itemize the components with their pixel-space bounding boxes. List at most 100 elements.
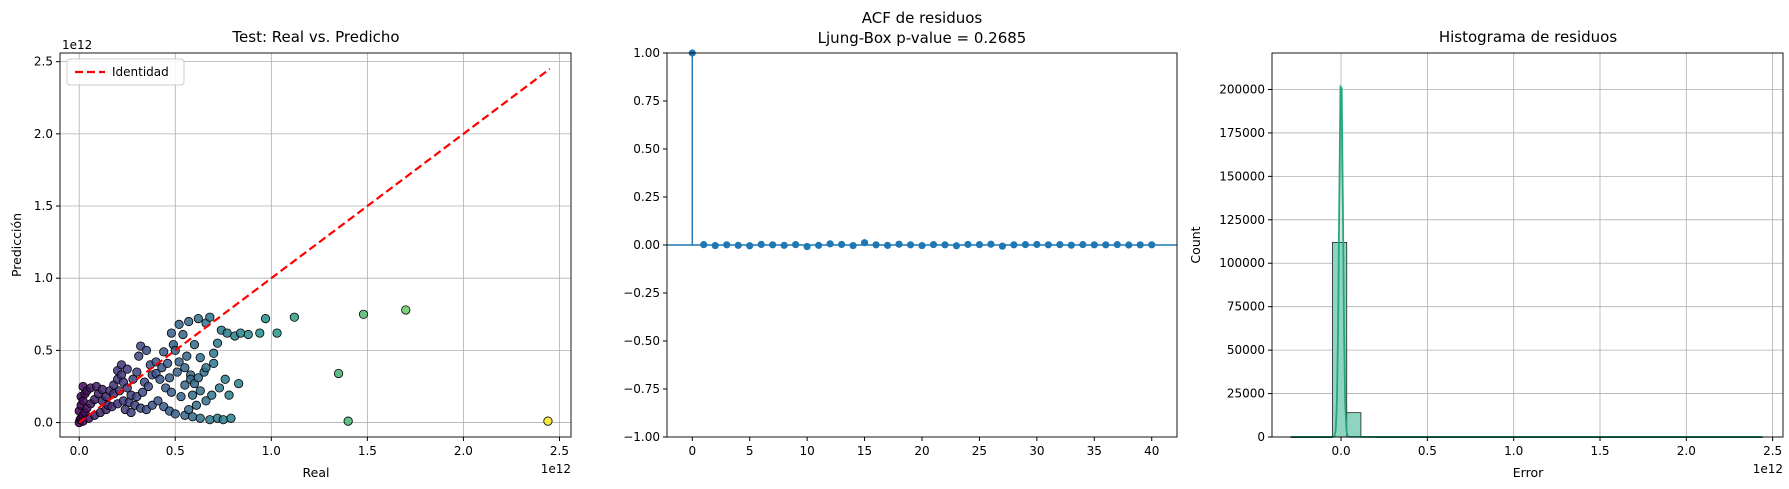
acf-xtick-label: 5: [746, 444, 754, 458]
hist-bar: [1346, 412, 1362, 438]
scatter-point: [195, 386, 205, 396]
scatter-legend: Identidad: [66, 58, 185, 86]
acf-xtick-label: 40: [1144, 444, 1159, 458]
scatter-ylabel: Predicción: [9, 213, 24, 277]
hist-title: Histograma de residuos: [1439, 28, 1618, 46]
acf-ytick-label: −1.00: [623, 430, 660, 444]
acf-ticks: 0 5 10 15 20 25 30 35 40 1.00 0.75 0.50 0.25 0.00 −0.2…: [623, 46, 1159, 458]
acf-marker: [757, 240, 765, 249]
hist-xtick-label: 0.0: [1332, 444, 1351, 458]
acf-marker: [964, 240, 972, 249]
acf-marker: [941, 241, 949, 249]
scatter-ytick-label: 0.5: [34, 343, 53, 357]
acf-xtick-label: 30: [1029, 444, 1044, 458]
legend-box: [66, 58, 185, 86]
acf-marker: [872, 241, 880, 249]
hist-ytick-label: 25000: [1227, 387, 1265, 401]
hist-xtick-label: 0.5: [1418, 444, 1437, 458]
hist-ytick-label: 125000: [1219, 213, 1265, 227]
acf-marker: [792, 241, 800, 249]
acf-marker: [849, 241, 857, 250]
scatter-point: [234, 378, 244, 389]
scatter-point: [193, 314, 203, 324]
scatter-point: [176, 391, 186, 402]
acf-marker: [883, 241, 892, 249]
acf-ytick-label: 0.00: [633, 238, 660, 252]
scatter-point: [141, 345, 152, 355]
scatter-frame: [59, 52, 572, 438]
panel-histogram: Histograma de residuos 0.0 0.5 1.0 1.5 2.0 2.…: [1188, 28, 1784, 480]
acf-marker: [1102, 241, 1110, 249]
scatter-xtick-label: 1.5: [358, 444, 377, 458]
acf-marker: [1148, 241, 1156, 249]
hist-ytick-label: 100000: [1219, 256, 1265, 270]
acf-marker: [769, 241, 777, 249]
hist-grid: [1272, 53, 1783, 438]
hist-frame: [1271, 52, 1784, 438]
hist-xlabel: Error: [1513, 465, 1544, 480]
scatter-point: [209, 348, 219, 358]
scatter-point: [134, 351, 144, 361]
acf-marker: [1044, 241, 1052, 249]
scatter-point: [178, 329, 188, 340]
scatter-point: [122, 364, 132, 374]
scatter-point: [195, 413, 205, 423]
scatter-xtick-label: 0.0: [70, 444, 89, 458]
scatter-y-offset: 1e12: [62, 38, 92, 52]
scatter-point: [180, 363, 190, 373]
scatter-point: [174, 357, 184, 367]
scatter-ytick-label: 1.5: [34, 199, 53, 213]
acf-marker: [1021, 241, 1029, 249]
panel-acf: ACF de residuos Ljung-Box p-value = 0.26…: [623, 9, 1178, 458]
acf-marker: [1090, 241, 1098, 249]
scatter-ytick-label: 0.0: [34, 416, 53, 430]
acf-ytick-label: 1.00: [633, 46, 660, 60]
scatter-point: [126, 407, 136, 418]
acf-xtick-label: 25: [972, 444, 987, 458]
scatter-point: [226, 413, 236, 423]
scatter-xtick-label: 1.0: [262, 444, 281, 458]
hist-ytick-label: 50000: [1227, 343, 1265, 357]
acf-marker: [860, 239, 869, 247]
scatter-point: [333, 368, 344, 379]
acf-marker: [780, 241, 788, 249]
scatter-point: [180, 380, 190, 390]
panel-scatter: Test: Real vs. Predicho 0.0 0.5 1.0 1.5 2.0 2…: [9, 28, 572, 480]
scatter-point: [189, 340, 200, 350]
hist-bars: [1290, 241, 1763, 439]
scatter-point: [201, 363, 211, 373]
scatter-point: [164, 373, 175, 383]
scatter-xtick-label: 2.0: [454, 444, 473, 458]
acf-xtick-label: 10: [799, 444, 814, 458]
scatter-point: [182, 351, 192, 361]
scatter-point: [184, 316, 194, 327]
scatter-point: [205, 312, 215, 322]
acf-title-line2: Ljung-Box p-value = 0.2685: [818, 29, 1027, 47]
hist-x-offset: 1e12: [1753, 462, 1783, 476]
scatter-point: [289, 312, 299, 322]
scatter-ticks: 0.0 0.5 1.0 1.5 2.0 2.5 0.0 0.5 1.0 1.5 2.0 2.5: [34, 55, 569, 458]
hist-ylabel: Count: [1188, 226, 1203, 263]
scatter-ytick-label: 2.0: [34, 127, 53, 141]
acf-marker: [1067, 241, 1075, 249]
acf-marker: [837, 240, 846, 249]
scatter-point: [170, 409, 180, 419]
scatter-point: [191, 400, 201, 410]
scatter-point: [195, 353, 205, 363]
acf-ytick-label: 0.75: [633, 94, 660, 108]
scatter-point: [138, 387, 148, 397]
scatter-point: [143, 381, 153, 392]
hist-ytick-label: 200000: [1219, 82, 1265, 96]
scatter-point: [224, 390, 234, 400]
scatter-point: [272, 328, 282, 338]
acf-marker: [815, 241, 823, 249]
acf-marker: [1056, 241, 1064, 249]
scatter-point: [155, 374, 165, 384]
acf-marker: [1033, 240, 1041, 249]
acf-ytick-label: −0.25: [623, 286, 660, 300]
scatter-point: [235, 328, 246, 338]
acf-marker: [746, 242, 754, 250]
scatter-point: [255, 328, 265, 338]
scatter-point: [260, 314, 271, 324]
